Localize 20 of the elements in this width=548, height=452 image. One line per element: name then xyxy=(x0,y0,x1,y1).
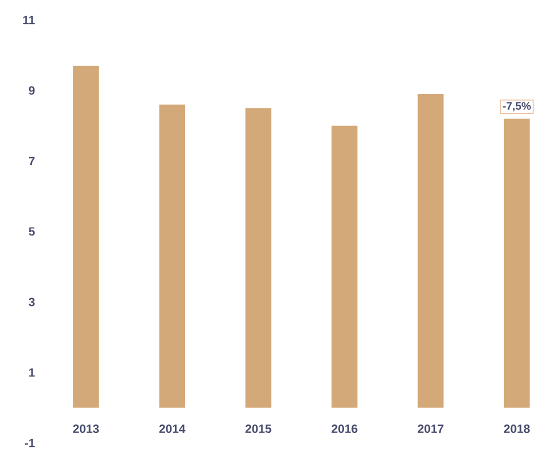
bar xyxy=(159,104,186,408)
y-tick-label: 1 xyxy=(29,368,35,377)
y-tick-label: 11 xyxy=(23,16,35,24)
bar xyxy=(504,118,530,408)
x-tick-label: 2016 xyxy=(332,424,358,433)
bar xyxy=(245,108,272,408)
x-tick-label: 2017 xyxy=(418,424,444,433)
y-tick-label: 5 xyxy=(28,227,35,236)
annotation: -7,5% xyxy=(502,102,531,112)
bar xyxy=(332,126,358,408)
y-tick-label: 3 xyxy=(28,298,35,306)
y-tick-label: -1 xyxy=(24,438,35,448)
bar xyxy=(73,66,99,408)
x-tick-label: 2018 xyxy=(504,424,530,433)
bar xyxy=(418,94,444,408)
y-tick-label: 7 xyxy=(28,156,35,166)
y-tick-label: 9 xyxy=(28,86,35,95)
x-tick-label: 2014 xyxy=(159,424,186,433)
x-tick-label: 2013 xyxy=(73,424,99,434)
x-tick-label: 2015 xyxy=(245,424,272,433)
